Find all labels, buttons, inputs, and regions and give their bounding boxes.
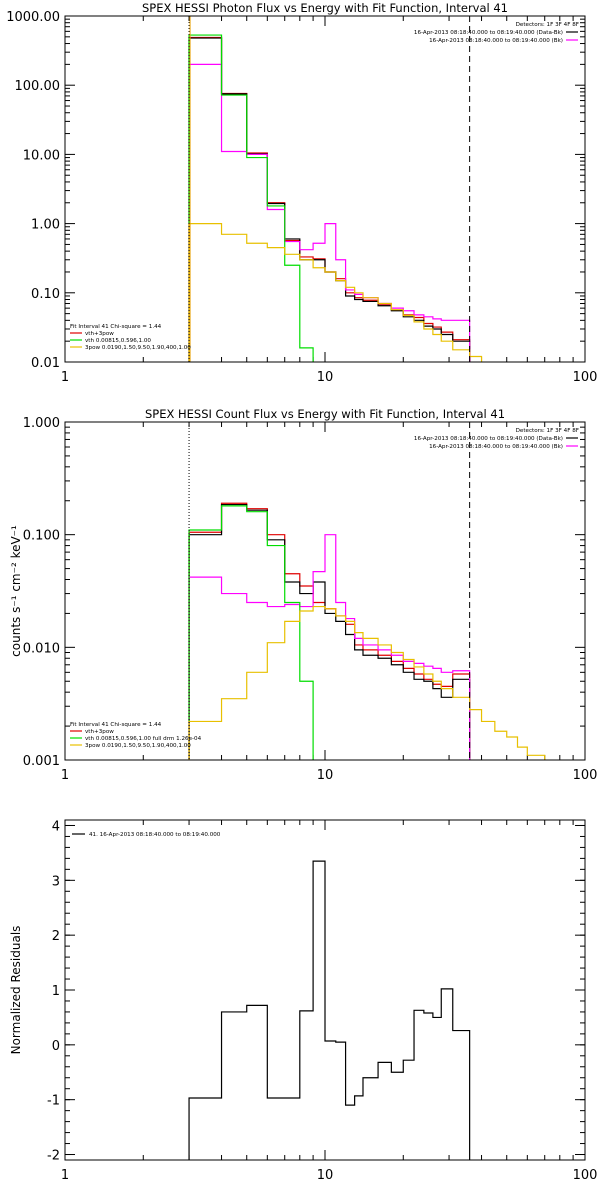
series-group xyxy=(188,34,483,362)
series-line-3 xyxy=(188,63,471,362)
x-tick-label: 10 xyxy=(317,370,334,385)
y-tick-label: 1.000 xyxy=(23,416,60,431)
y-tick-label: 0.010 xyxy=(23,641,60,656)
y-tick-label: 1.00 xyxy=(31,218,60,233)
y-tick-label: 0.001 xyxy=(23,754,60,769)
x-tick-label: 100 xyxy=(573,768,598,783)
legend-entry: Fit Interval 41 Chi-square = 1.44 xyxy=(70,722,162,728)
y-tick-label: 1 xyxy=(52,984,60,999)
legend-top-left: 41. 16-Apr-2013 08:18:40.000 to 08:19:40… xyxy=(72,832,221,838)
legend-top-right: Detectors: 1F 3F 4F 8F 16-Apr-2013 08:18:… xyxy=(414,22,579,44)
y-axis: -2 -1 0 1 2 3 4 xyxy=(47,819,585,1164)
series-line-5 xyxy=(188,605,546,760)
legend-entry: Detectors: 1F 3F 4F 8F xyxy=(516,22,579,28)
legend-entry: 16-Apr-2013 08:18:40.000 to 08:19:40.000… xyxy=(414,436,563,442)
legend-top-right: Detectors: 1F 3F 4F 8F 16-Apr-2013 08:18:… xyxy=(414,428,579,450)
plot-frame xyxy=(64,15,586,363)
series-line-1 xyxy=(188,502,471,760)
chart-title: SPEX HESSI Photon Flux vs Energy with Fi… xyxy=(142,1,508,15)
chart-title: SPEX HESSI Count Flux vs Energy with Fit… xyxy=(145,407,505,421)
x-tick-label: 1 xyxy=(61,1168,69,1183)
plot-frame xyxy=(64,421,586,761)
legend-entry: 3pow 0.0190,1.50,9.50,1.90,400,1.00 xyxy=(85,345,191,351)
series-line-4 xyxy=(188,34,314,362)
y-axis-label: Normalized Residuals xyxy=(9,926,23,1055)
chart-panel-2: SPEX HESSI Count Flux vs Energy with Fit… xyxy=(9,407,598,783)
x-tick-label: 10 xyxy=(317,768,334,783)
x-tick-label: 100 xyxy=(573,1168,598,1183)
legend-entry: Fit Interval 41 Chi-square = 1.44 xyxy=(70,324,162,330)
legend-entry: 16-Apr-2013 08:18:40.000 to 08:19:40.000… xyxy=(429,38,563,44)
legend-entry: vth 0.00815,0.596,1.00 xyxy=(85,338,151,344)
series-group xyxy=(188,502,546,760)
series-line-2 xyxy=(188,503,471,760)
y-tick-label: 100.00 xyxy=(15,79,61,94)
y-tick-label: 2 xyxy=(52,929,60,944)
chart-panel-1: SPEX HESSI Photon Flux vs Energy with Fi… xyxy=(6,1,598,385)
chart-panel-3: Normalized Residuals 1 10 100 -2 -1 0 1 2 3 4 41. 1… xyxy=(9,819,597,1183)
series-line-2 xyxy=(188,37,471,362)
y-tick-label: 3 xyxy=(52,874,60,889)
series-line-3 xyxy=(188,534,471,760)
legend-bottom-left: Fit Interval 41 Chi-square = 1.44vth+3po… xyxy=(70,722,202,749)
x-axis: 1 10 100 xyxy=(61,820,598,1183)
legend-entry: 3pow 0.0190,1.50,9.50,1.90,400,1.00 xyxy=(85,743,191,749)
y-axis-label: counts s⁻¹ cm⁻² keV⁻¹ xyxy=(9,525,23,657)
series-line-4 xyxy=(188,505,314,760)
legend-entry: 41. 16-Apr-2013 08:18:40.000 to 08:19:40… xyxy=(89,832,221,838)
x-tick-label: 100 xyxy=(573,370,598,385)
x-tick-label: 1 xyxy=(61,768,69,783)
legend-entry: vth+3pow xyxy=(85,331,114,337)
series-line-1 xyxy=(188,860,471,1160)
y-tick-label: 1000.00 xyxy=(6,10,60,25)
plot-frame xyxy=(64,819,586,1161)
x-tick-label: 10 xyxy=(317,1168,334,1183)
series-line-1 xyxy=(188,36,471,362)
series-line-5 xyxy=(188,223,483,362)
y-tick-label: -2 xyxy=(47,1149,60,1164)
y-tick-label: 0.01 xyxy=(31,356,60,371)
y-tick-label: 10.00 xyxy=(23,148,60,163)
series-group xyxy=(188,860,471,1160)
y-axis: 0.001 0.010 0.100 1.000 xyxy=(23,416,585,769)
legend-entry: vth 0.00815,0.596,1.00 full drm 1.26e-04 xyxy=(85,736,202,742)
legend-entry: 16-Apr-2013 08:18:40.000 to 08:19:40.000… xyxy=(414,30,563,36)
y-tick-label: 0 xyxy=(52,1039,60,1054)
y-tick-label: 0.10 xyxy=(31,287,60,302)
y-tick-label: 0.100 xyxy=(23,529,60,544)
x-tick-label: 1 xyxy=(61,370,69,385)
y-axis: 0.01 0.10 1.00 10.00 100.00 1000.00 xyxy=(6,10,585,371)
y-tick-label: -1 xyxy=(47,1094,60,1109)
x-axis: 1 10 100 xyxy=(61,422,598,783)
legend-entry: vth+3pow xyxy=(85,729,114,735)
legend-bottom-left: Fit Interval 41 Chi-square = 1.44vth+3po… xyxy=(70,324,191,351)
legend-entry: Detectors: 1F 3F 4F 8F xyxy=(516,428,579,434)
legend-entry: 16-Apr-2013 08:18:40.000 to 08:19:40.000… xyxy=(429,444,563,450)
y-tick-label: 4 xyxy=(52,819,60,834)
